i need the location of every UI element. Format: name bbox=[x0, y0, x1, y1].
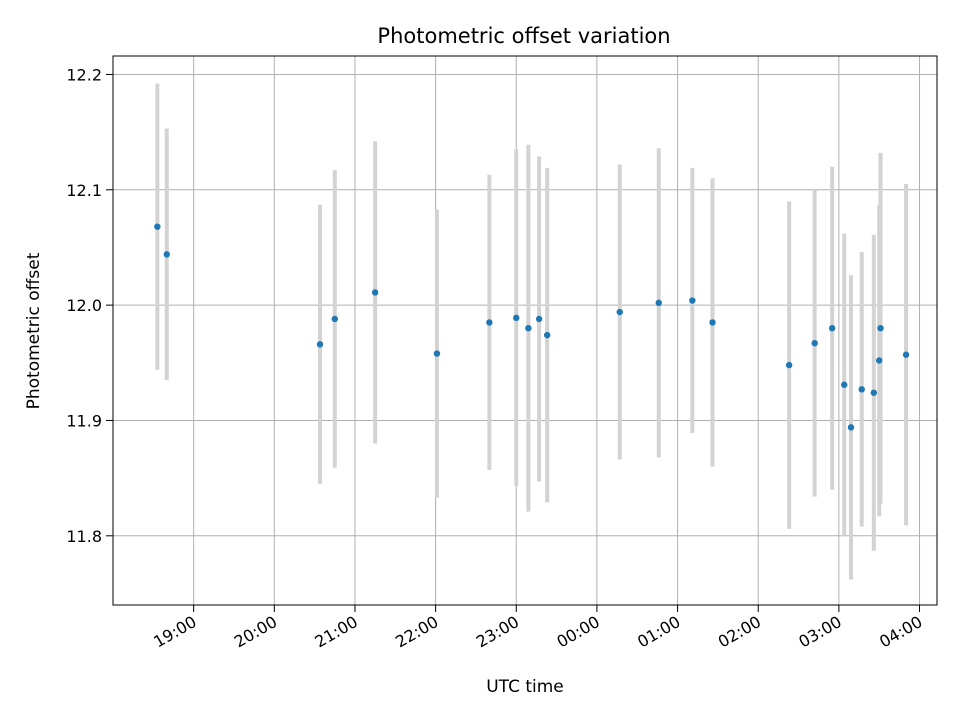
data-point bbox=[543, 331, 551, 339]
data-point bbox=[902, 351, 910, 358]
data-point bbox=[154, 223, 161, 230]
plot-frame bbox=[112, 55, 938, 606]
data-point bbox=[847, 424, 855, 431]
data-point bbox=[371, 289, 379, 296]
plot-area bbox=[113, 56, 937, 605]
y-tick-label: 11.9 bbox=[66, 411, 102, 430]
data-point bbox=[785, 361, 793, 369]
data-point bbox=[316, 341, 324, 348]
data-point bbox=[709, 319, 716, 326]
y-tick-label: 12.0 bbox=[66, 296, 102, 315]
data-point bbox=[877, 324, 884, 332]
data-point bbox=[486, 319, 493, 326]
grid-lines bbox=[113, 56, 937, 605]
data-point bbox=[828, 324, 836, 332]
data-point bbox=[433, 350, 441, 357]
y-tick-label: 12.2 bbox=[66, 65, 102, 84]
data-points bbox=[154, 223, 910, 431]
chart-title: Photometric offset variation bbox=[377, 24, 670, 48]
x-axis-label: UTC time bbox=[486, 677, 564, 697]
y-tick-label: 11.8 bbox=[66, 527, 102, 546]
y-axis-label: Photometric offset bbox=[24, 252, 44, 409]
data-point bbox=[875, 357, 883, 364]
data-point bbox=[811, 339, 818, 347]
data-point bbox=[525, 324, 532, 332]
data-point bbox=[535, 315, 543, 323]
data-point bbox=[655, 299, 662, 307]
data-point bbox=[513, 314, 520, 322]
data-point bbox=[858, 386, 865, 393]
data-point bbox=[870, 389, 878, 396]
y-tick-label: 12.1 bbox=[66, 181, 102, 200]
data-point bbox=[331, 315, 338, 323]
data-point bbox=[616, 308, 623, 316]
data-point bbox=[689, 297, 696, 304]
y-axis-ticks: 11.8 11.9 12.0 12.1 12.2 bbox=[66, 65, 113, 546]
data-point bbox=[841, 381, 848, 388]
data-point bbox=[163, 251, 170, 258]
